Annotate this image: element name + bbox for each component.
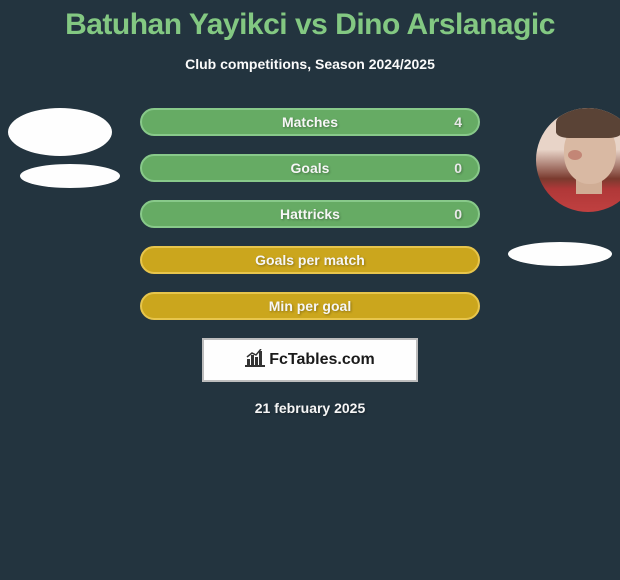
stat-row-min-per-goal: Min per goal xyxy=(140,292,480,320)
page-title: Batuhan Yayikci vs Dino Arslanagic xyxy=(0,0,620,42)
stat-label: Hattricks xyxy=(280,206,340,222)
avatar-cheek xyxy=(568,150,582,160)
chart-icon xyxy=(245,349,265,372)
logo-text: FcTables.com xyxy=(269,351,375,369)
page-subtitle: Club competitions, Season 2024/2025 xyxy=(0,56,620,72)
stat-row-goals-per-match: Goals per match xyxy=(140,246,480,274)
right-player-avatar xyxy=(536,108,620,212)
stat-value: 0 xyxy=(454,160,462,176)
content-area: Matches 4 Goals 0 Hattricks 0 Goals per … xyxy=(0,108,620,416)
right-player-label xyxy=(508,242,612,266)
avatar-hair xyxy=(556,108,620,138)
stat-value: 4 xyxy=(454,114,462,130)
fctables-logo-box: FcTables.com xyxy=(202,338,418,382)
stat-label: Goals per match xyxy=(255,252,365,268)
stat-row-goals: Goals 0 xyxy=(140,154,480,182)
stat-row-matches: Matches 4 xyxy=(140,108,480,136)
stat-label: Matches xyxy=(282,114,338,130)
left-player-label xyxy=(20,164,120,188)
stat-value: 0 xyxy=(454,206,462,222)
stat-label: Goals xyxy=(291,160,330,176)
stat-row-hattricks: Hattricks 0 xyxy=(140,200,480,228)
logo-content: FcTables.com xyxy=(245,349,375,372)
stat-label: Min per goal xyxy=(269,298,351,314)
left-player-avatar xyxy=(8,108,112,156)
date-label: 21 february 2025 xyxy=(0,400,620,416)
